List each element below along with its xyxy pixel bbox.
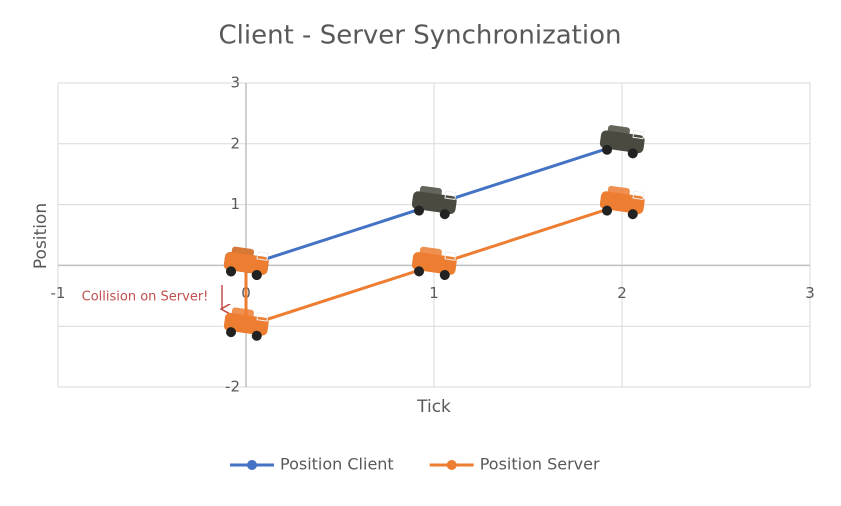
chart-title: Client - Server Synchronization bbox=[219, 21, 622, 51]
series-line bbox=[244, 203, 623, 329]
vehicle-window bbox=[444, 190, 457, 201]
vehicle-marker bbox=[411, 185, 457, 220]
vehicle-wheel bbox=[226, 266, 237, 277]
x-tick-label: 3 bbox=[805, 284, 815, 302]
vehicle-cab bbox=[419, 246, 442, 258]
y-tick-label: 3 bbox=[230, 74, 240, 92]
x-axis-label: Tick bbox=[416, 397, 451, 417]
vehicle-wheel bbox=[439, 269, 450, 280]
vehicle-cab bbox=[231, 307, 254, 319]
vehicle-cab bbox=[231, 246, 254, 258]
x-tick-label: -1 bbox=[51, 284, 66, 302]
vehicle-wheel bbox=[627, 209, 638, 220]
vehicle-window bbox=[632, 129, 645, 140]
vehicle-wheel bbox=[251, 269, 262, 280]
vehicle-wheel bbox=[627, 148, 638, 159]
legend-marker bbox=[446, 460, 457, 470]
x-tick-label: 2 bbox=[617, 284, 627, 302]
vehicle-wheel bbox=[414, 266, 425, 277]
vehicle-marker bbox=[223, 246, 269, 280]
vehicle-marker bbox=[223, 307, 269, 341]
vehicle-cab bbox=[607, 185, 630, 198]
x-tick-label: 1 bbox=[429, 284, 439, 302]
vehicle-wheel bbox=[251, 330, 262, 341]
legend-label: Position Client bbox=[280, 455, 394, 474]
vehicle-wheel bbox=[414, 205, 425, 216]
y-tick-label: 2 bbox=[230, 134, 240, 152]
y-tick-label: -2 bbox=[225, 378, 240, 396]
vehicle-window bbox=[632, 190, 645, 201]
legend-marker bbox=[247, 460, 257, 470]
vehicle-window bbox=[256, 251, 269, 261]
legend-label: Position Server bbox=[480, 455, 600, 474]
vehicle-marker bbox=[599, 125, 645, 159]
vehicle-marker bbox=[599, 185, 645, 220]
vehicle-cab bbox=[419, 185, 442, 198]
vehicle-wheel bbox=[602, 144, 613, 155]
vehicle-window bbox=[444, 251, 457, 261]
annotation: Collision on Server! bbox=[82, 290, 209, 305]
vehicle-cab bbox=[607, 125, 630, 137]
vehicle-wheel bbox=[602, 205, 613, 216]
vehicle-window bbox=[256, 312, 269, 322]
y-axis-label: Position bbox=[31, 203, 51, 269]
vehicle-wheel bbox=[439, 209, 450, 220]
y-tick-label: 1 bbox=[230, 195, 240, 213]
vehicle-marker bbox=[411, 246, 457, 280]
vehicle-wheel bbox=[226, 327, 237, 338]
